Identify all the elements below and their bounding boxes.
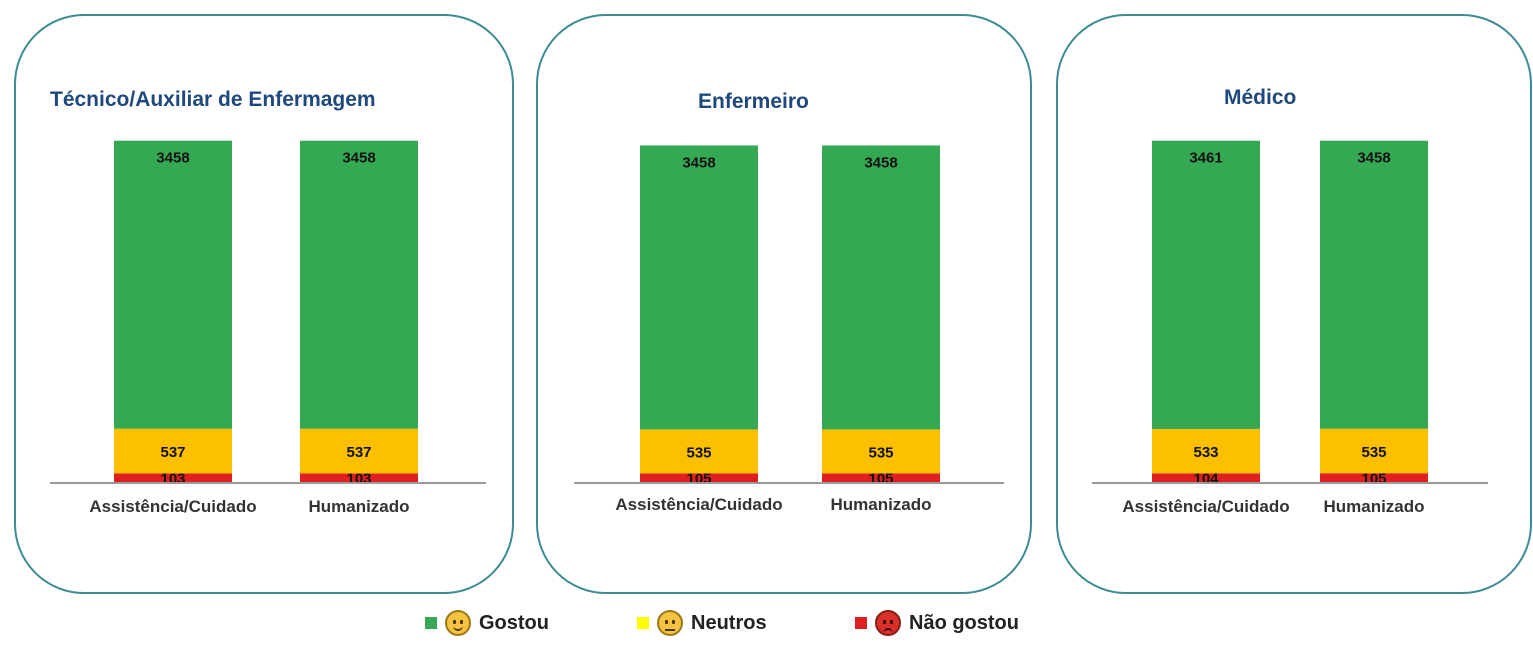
bar-segment xyxy=(114,473,232,482)
bar-segment xyxy=(822,473,940,482)
data-label: 3458 xyxy=(864,154,897,171)
data-label: 3458 xyxy=(682,154,715,171)
legend-item-nao-gostou: Não gostou xyxy=(855,610,1019,636)
x-tick-label: Assistência/Cuidado xyxy=(89,497,256,516)
legend-item-gostou: Gostou xyxy=(425,610,549,636)
smiling-face-icon xyxy=(445,610,471,636)
stacked-bar-chart: 1055353458Assistência/Cuidado1055353458H… xyxy=(574,145,1004,514)
angry-face-icon xyxy=(875,610,901,636)
legend-label: Gostou xyxy=(479,611,549,634)
legend-swatch xyxy=(855,617,867,629)
data-label: 3461 xyxy=(1189,150,1222,167)
bar-segment xyxy=(114,140,232,429)
bar-segment xyxy=(300,473,418,482)
chart-title: Enfermeiro xyxy=(698,90,809,113)
chart-panel-medico: Médico 104 533 3461 Assistência/Cuidado 105 5… xyxy=(1056,14,1532,594)
stacked-bar-chart: 1045333461Assistência/Cuidado1055353458H… xyxy=(1092,140,1488,516)
chart-panel-enfermeiro: Enfermeiro 105 535 3458 Assistência/Cuidado… xyxy=(536,14,1032,594)
x-tick-label: Humanizado xyxy=(830,495,931,514)
data-label: 3458 xyxy=(156,150,189,167)
neutral-face-icon xyxy=(657,610,683,636)
bar-segment xyxy=(640,429,758,474)
chart-title: Técnico/Auxiliar de Enfermagem xyxy=(50,88,376,111)
bar-segment xyxy=(300,428,418,474)
bar-segment xyxy=(822,429,940,474)
bar-segment xyxy=(822,145,940,430)
x-tick-label: Humanizado xyxy=(1323,497,1424,516)
data-label: 3458 xyxy=(342,150,375,167)
bar-segment xyxy=(640,145,758,430)
legend-swatch xyxy=(425,617,437,629)
data-label: 537 xyxy=(346,444,371,461)
bar-segment xyxy=(1152,473,1260,482)
chart-panel-tecnico: Técnico/Auxiliar de Enfermagem 103 537 345… xyxy=(14,14,514,594)
data-label: 535 xyxy=(868,444,893,461)
legend-label: Não gostou xyxy=(909,611,1019,634)
bar-segment xyxy=(1152,428,1260,474)
data-label: 535 xyxy=(686,444,711,461)
data-label: 533 xyxy=(1193,444,1218,461)
stacked-bar-chart: 1035373458Assistência/Cuidado1035373458H… xyxy=(50,140,486,516)
data-label: 535 xyxy=(1361,444,1386,461)
bar-segment xyxy=(1152,140,1260,429)
x-tick-label: Humanizado xyxy=(308,497,409,516)
legend-label: Neutros xyxy=(691,611,767,634)
data-label: 3458 xyxy=(1357,150,1390,167)
data-label: 537 xyxy=(160,444,185,461)
bar-segment xyxy=(114,428,232,474)
bar-segment xyxy=(300,140,418,429)
legend-item-neutros: Neutros xyxy=(637,610,767,636)
chart-legend: Gostou Neutros Não gostou xyxy=(405,604,1065,644)
x-tick-label: Assistência/Cuidado xyxy=(615,495,782,514)
x-tick-label: Assistência/Cuidado xyxy=(1122,497,1289,516)
legend-swatch xyxy=(637,617,649,629)
chart-title: Médico xyxy=(1224,86,1297,109)
bar-segment xyxy=(1320,428,1428,474)
bar-segment xyxy=(1320,473,1428,482)
bar-segment xyxy=(640,473,758,482)
bar-segment xyxy=(1320,140,1428,429)
